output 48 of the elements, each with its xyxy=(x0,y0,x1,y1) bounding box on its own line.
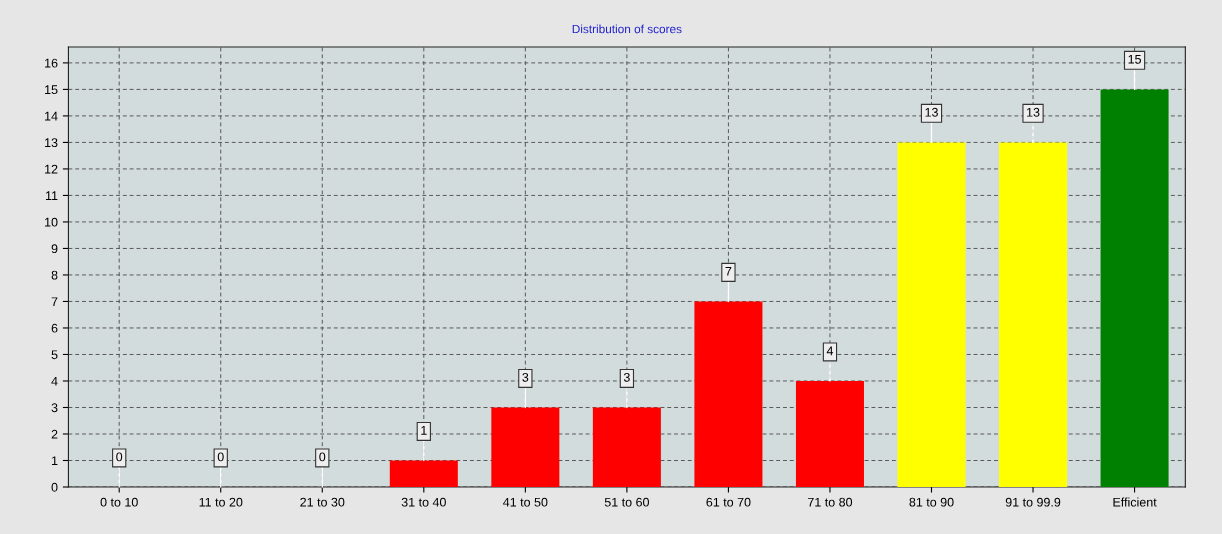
data-label: 13 xyxy=(1027,107,1040,117)
bar xyxy=(592,407,661,488)
bar xyxy=(795,380,864,488)
x-tick-label: Efficient xyxy=(1113,497,1157,507)
data-label: 0 xyxy=(217,452,224,462)
chart-title: Distribution of scores xyxy=(572,24,682,34)
data-label: 15 xyxy=(1128,54,1141,64)
y-tick-label: 10 xyxy=(45,217,58,227)
y-tick-label: 6 xyxy=(51,323,58,333)
x-tick-label: 61 to 70 xyxy=(706,497,751,507)
y-tick-label: 14 xyxy=(45,111,58,121)
x-tick-label: 0 to 10 xyxy=(100,497,138,507)
y-tick-label: 13 xyxy=(45,138,58,148)
x-tick-label: 71 to 80 xyxy=(808,497,853,507)
x-tick-label: 41 to 50 xyxy=(503,497,548,507)
data-label: 7 xyxy=(725,267,732,276)
x-tick-label: 11 to 20 xyxy=(199,497,243,507)
y-tick-label: 3 xyxy=(51,403,58,413)
x-tick-label: 81 to 90 xyxy=(909,497,954,507)
y-tick-label: 0 xyxy=(51,482,58,492)
data-label: 3 xyxy=(623,372,630,382)
bar xyxy=(389,460,458,488)
bar xyxy=(897,142,966,488)
y-tick-label: 12 xyxy=(45,164,58,174)
data-label: 3 xyxy=(522,372,529,382)
y-tick-label: 1 xyxy=(52,456,58,466)
bar xyxy=(999,142,1068,488)
bar xyxy=(1100,89,1169,488)
y-tick-label: 8 xyxy=(51,270,58,280)
y-tick-label: 2 xyxy=(51,429,58,439)
x-tick-label: 51 to 60 xyxy=(604,497,649,507)
x-tick-label: 31 to 40 xyxy=(401,497,446,507)
bar xyxy=(694,301,763,488)
data-label: 0 xyxy=(116,452,123,462)
y-tick-label: 7 xyxy=(51,297,58,306)
x-tick-label: 21 to 30 xyxy=(300,497,345,507)
bar xyxy=(491,407,560,488)
y-tick-label: 5 xyxy=(51,350,58,360)
data-label: 1 xyxy=(421,426,427,435)
y-tick-label: 4 xyxy=(51,376,58,386)
y-tick-label: 15 xyxy=(45,85,58,95)
data-label: 0 xyxy=(319,452,326,462)
y-tick-label: 16 xyxy=(45,58,58,68)
data-label: 4 xyxy=(826,346,834,356)
y-tick-label: 9 xyxy=(51,244,58,254)
data-label: 13 xyxy=(925,107,938,117)
x-tick-label: 91 to 99.9 xyxy=(1005,497,1061,507)
y-tick-label: 11 xyxy=(45,191,58,200)
